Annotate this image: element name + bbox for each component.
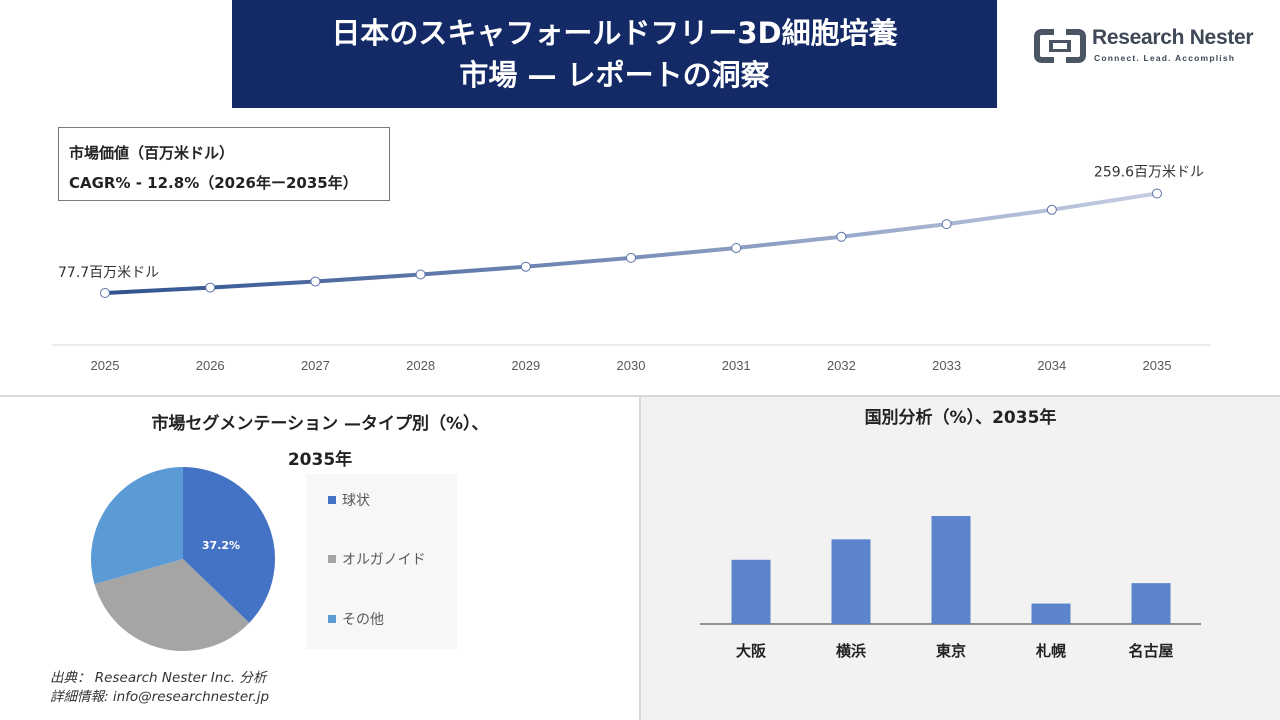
- legend-item-2: その他: [328, 609, 384, 629]
- bar-名古屋: [1131, 583, 1171, 624]
- research-nester-logo: Research Nester Connect. Lead. Accomplis…: [1034, 26, 1254, 66]
- x-tick-label-2025: 2025: [91, 358, 120, 373]
- x-tick-label-2030: 2030: [617, 358, 646, 373]
- pie-slice-1: [94, 559, 250, 651]
- x-tick-label-2035: 2035: [1143, 358, 1172, 373]
- data-point-2032: [836, 231, 847, 242]
- bar-東京: [931, 516, 971, 624]
- bar-横浜: [831, 539, 871, 624]
- data-point-2025: [100, 288, 110, 298]
- bar-category-label: 札幌: [1035, 642, 1066, 660]
- x-tick-label-2027: 2027: [301, 358, 330, 373]
- legend-item-0: 球状: [328, 490, 370, 510]
- market-value-series-line: [104, 191, 1158, 295]
- legend-item-1: オルガノイド: [328, 549, 426, 569]
- data-label-2035: 259.6百万米ドル: [1094, 165, 1204, 181]
- segmentation-panel: 市場セグメンテーション —タイプ別（%）、 2035年 37.2% 球状オルガノ…: [0, 397, 640, 720]
- data-point-2029: [520, 261, 531, 272]
- segmentation-title-line1: 市場セグメンテーション —タイプ別（%）、: [151, 414, 489, 434]
- legend-swatch: [328, 555, 336, 563]
- bar-category-label: 東京: [936, 642, 966, 660]
- cagr-label: CAGR% - 12.8%（2026年ー2035年）: [69, 174, 358, 192]
- logo-tagline: Connect. Lead. Accomplish: [1094, 53, 1236, 63]
- bar-category-label: 名古屋: [1128, 642, 1173, 660]
- bar-category-label: 大阪: [736, 642, 767, 660]
- x-tick-label-2031: 2031: [722, 358, 751, 373]
- pie-slice-0: [183, 467, 275, 623]
- data-point-2034: [1046, 204, 1057, 215]
- legend-label: 球状: [342, 493, 370, 509]
- report-title-line2: 市場 — レポートの洞察: [459, 58, 770, 92]
- bar-category-label: 横浜: [836, 642, 866, 660]
- region-panel: 国別分析（%）、2035年 大阪 横浜 東京 札幌 名古屋: [641, 397, 1280, 720]
- x-tick-label-2026: 2026: [196, 358, 225, 373]
- data-point-2027: [310, 276, 321, 287]
- report-title-line1: 日本のスキャフォールドフリー3D細胞培養: [331, 16, 898, 50]
- legend-label: オルガノイド: [342, 552, 426, 568]
- type-pie-chart: 37.2%: [91, 467, 275, 651]
- region-bar-chart: 大阪 横浜 東京 札幌 名古屋: [700, 516, 1201, 660]
- legend-swatch: [328, 615, 336, 623]
- segmentation-title-line2: 2035年: [287, 450, 353, 470]
- x-tick-label-2033: 2033: [932, 358, 961, 373]
- region-title: 国別分析（%）、2035年: [864, 408, 1057, 428]
- x-tick-label-2029: 2029: [511, 358, 540, 373]
- pie-data-label: 37.2%: [202, 539, 240, 552]
- market-value-box: 市場価値（百万米ドル） CAGR% - 12.8%（2026年ー2035年）: [58, 127, 390, 201]
- data-point-2030: [626, 252, 636, 263]
- source-line: 出典： Research Nester Inc. 分析: [50, 670, 267, 686]
- data-point-2033: [941, 219, 952, 230]
- market-value-label: 市場価値（百万米ドル）: [69, 144, 235, 162]
- data-label-2025: 77.7百万米ドル: [58, 265, 159, 281]
- bar-札幌: [1031, 603, 1071, 624]
- data-point-2026: [205, 282, 216, 293]
- logo-mark-icon: [1034, 29, 1086, 63]
- pie-legend: 球状オルガノイド その他: [306, 474, 457, 649]
- data-point-2031: [731, 242, 742, 253]
- x-tick-label-2032: 2032: [827, 358, 856, 373]
- source-note: 出典： Research Nester Inc. 分析 詳細情報: info@r…: [50, 669, 269, 707]
- data-point-2035: [1152, 188, 1162, 199]
- report-title: 日本のスキャフォールドフリー3D細胞培養 市場 — レポートの洞察: [232, 0, 997, 108]
- horizontal-divider: [0, 395, 1280, 397]
- segmentation-title: 市場セグメンテーション —タイプ別（%）、 2035年: [0, 406, 640, 478]
- logo-name: Research Nester: [1092, 26, 1254, 49]
- x-tick-label-2034: 2034: [1037, 358, 1066, 373]
- bar-大阪: [731, 559, 771, 624]
- legend-swatch: [328, 496, 336, 504]
- vertical-divider: [639, 397, 641, 720]
- market-value-line-chart: 2025 2026 2027 2028 2029 2030 2031 2032 2033 2034…: [52, 165, 1211, 373]
- x-tick-label-2028: 2028: [406, 358, 435, 373]
- legend-label: その他: [342, 612, 384, 628]
- pie-slice-2: [91, 467, 183, 585]
- data-point-2028: [415, 269, 426, 280]
- contact-line: 詳細情報: info@researchnester.jp: [50, 689, 270, 705]
